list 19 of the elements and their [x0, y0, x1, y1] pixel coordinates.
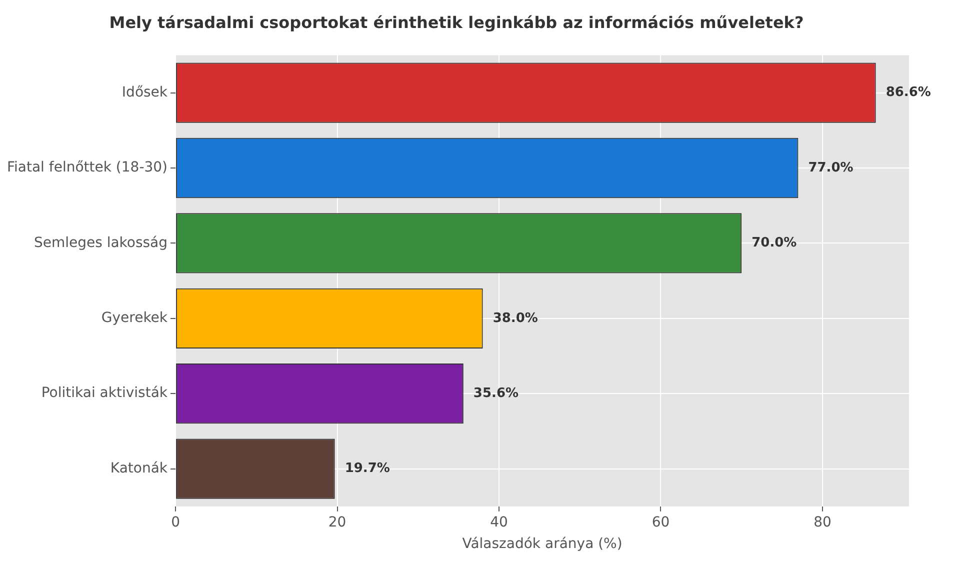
x-tick-label: 80: [814, 514, 832, 530]
data-label: 35.6%: [473, 386, 519, 401]
y-tick-label: Katonák: [110, 460, 168, 476]
chart-title: Mely társadalmi csoportokat érinthetik leginkább az információs műveletek?: [109, 12, 804, 32]
y-tick-label: Gyerekek: [101, 310, 168, 326]
data-label: 77.0%: [808, 160, 854, 176]
y-tick-label: Politikai aktivisták: [41, 385, 168, 402]
x-tick-label: 20: [328, 514, 346, 530]
x-tick-label: 0: [171, 514, 180, 530]
data-label: 70.0%: [752, 236, 797, 251]
data-label: 38.0%: [492, 310, 538, 326]
y-tick-label: Idősek: [122, 84, 168, 100]
data-label: 86.6%: [886, 85, 931, 100]
x-axis-title: Válaszadók aránya (%): [462, 536, 622, 552]
x-tick-label: 40: [490, 514, 508, 530]
y-tick-label: Semleges lakosság: [34, 234, 168, 251]
data-label: 19.7%: [344, 461, 390, 476]
y-tick-label: Fiatal felnőttek (18-30): [6, 160, 168, 176]
x-tick-label: 60: [652, 514, 670, 530]
